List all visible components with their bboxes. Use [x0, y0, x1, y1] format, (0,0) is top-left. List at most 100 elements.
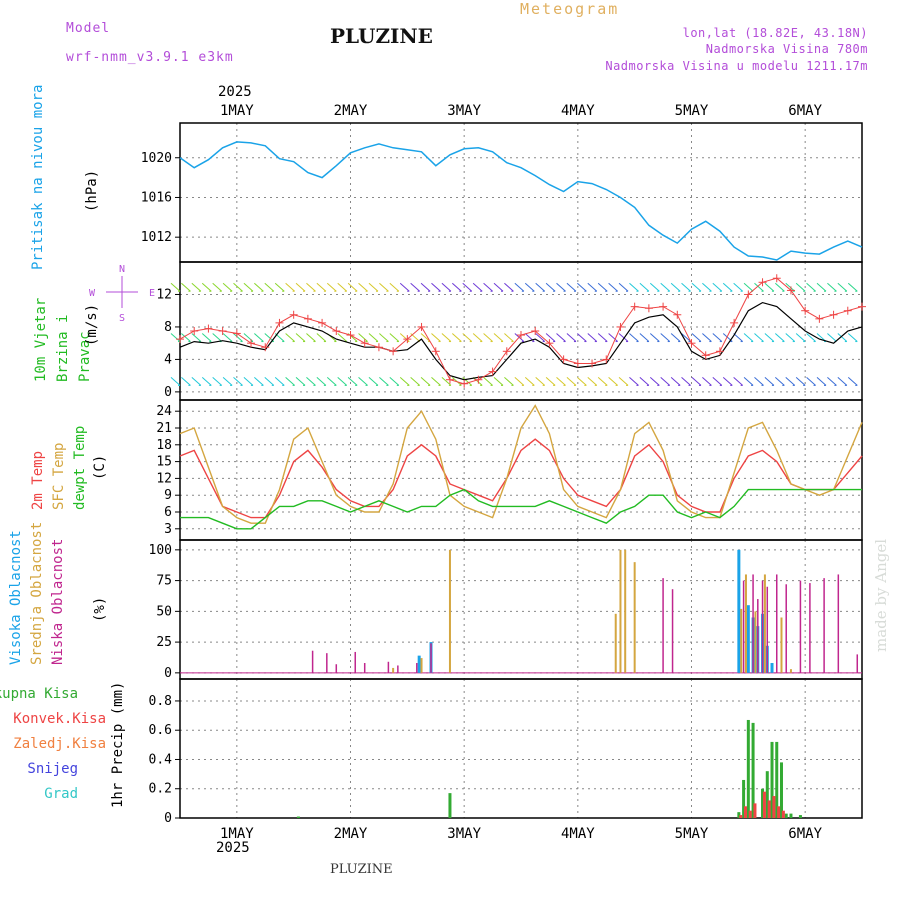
wind-barb: [358, 333, 368, 342]
wind-barb: [493, 333, 504, 342]
wind-barb: [837, 377, 848, 386]
wind-barb: [566, 377, 577, 386]
wind-barb: [285, 282, 295, 292]
precip-bar-0: [742, 779, 746, 818]
wind-barb: [754, 377, 764, 386]
precip-bar-0: [751, 722, 755, 818]
cloud-bar-2: [311, 650, 314, 673]
wind-barb: [733, 377, 743, 386]
wind-barb: [368, 333, 379, 342]
wind-barb: [681, 282, 691, 292]
wind-barb: [389, 282, 400, 292]
wind-barb: [754, 333, 764, 342]
precip-bar-0: [775, 741, 779, 818]
cloud-bar-2: [416, 663, 418, 673]
precip-bar-1: [767, 800, 771, 818]
wind-barb: [764, 377, 775, 386]
wind-barb: [462, 377, 473, 386]
wind-barb: [712, 333, 723, 342]
wind-barb: [691, 333, 702, 342]
wind-barb: [295, 282, 306, 292]
y-tick-label: 0.6: [149, 723, 172, 738]
wind-barb: [483, 282, 493, 292]
compass-label-e: E: [149, 288, 155, 299]
wind-barb: [201, 333, 212, 342]
wind-barb: [389, 333, 400, 342]
wind-barb: [722, 282, 733, 292]
wind-barb: [326, 377, 337, 386]
cloud-bar-1: [740, 608, 743, 673]
wind-barb: [743, 333, 754, 342]
cloud-bar-0: [746, 605, 750, 673]
y-tick-label: 1016: [141, 190, 172, 205]
wind-barb: [441, 333, 452, 342]
precip-bar-1: [739, 815, 743, 818]
wind-barb: [420, 377, 431, 386]
wind-barb: [222, 333, 233, 342]
precip-bar-1: [777, 806, 781, 818]
precip-bar-0: [789, 813, 793, 818]
precip-bar-1: [762, 791, 766, 818]
y-tick-label: 25: [156, 635, 172, 650]
wind-barb: [170, 377, 181, 386]
precip-bar-1: [753, 803, 757, 818]
cloud-bar-1: [633, 562, 636, 673]
wind-barb: [420, 282, 431, 292]
wind-barb: [535, 282, 546, 292]
model-name: wrf-nmm_v3.9.1 e3km: [66, 50, 234, 65]
cloud-bar-0: [737, 549, 741, 673]
wind-barb: [201, 377, 212, 386]
cloud-bar-1: [754, 611, 757, 673]
wind-barb: [754, 282, 764, 292]
wind-barb: [254, 333, 264, 342]
precip-bar-0: [765, 771, 769, 818]
compass-label-n: N: [119, 264, 125, 275]
wind-barb: [722, 377, 733, 386]
wind-barb: [566, 333, 577, 342]
wind-compass: N S W E: [89, 264, 155, 324]
y-tick-label: 18: [156, 438, 172, 453]
panel-frame: [179, 539, 863, 680]
wind-barb: [389, 377, 400, 386]
wind-barb: [597, 333, 608, 342]
y-tick-label: 9: [164, 488, 172, 503]
precip-bar-0: [761, 788, 765, 818]
wind-barb: [816, 377, 827, 386]
precip-legend-conv: Konvek.Kisa: [13, 711, 106, 727]
wind-barb: [587, 282, 598, 292]
y-tick-label: 15: [156, 455, 172, 470]
precip-bar-0: [737, 812, 741, 818]
cloud-bar-2: [799, 580, 802, 673]
wind-barb: [295, 377, 306, 386]
y-tick-label: 0.2: [149, 782, 172, 797]
cloud-bar-1: [624, 549, 627, 673]
wind-barb: [670, 333, 681, 342]
wind-barb: [785, 377, 796, 386]
wind-barb: [233, 282, 243, 292]
wind-barb: [681, 377, 691, 386]
wind-barb: [691, 377, 702, 386]
day-label-bottom: 3MAY: [447, 826, 481, 842]
cloud-bar-2: [809, 583, 811, 673]
wind-barb: [806, 377, 816, 386]
wind-barb: [420, 333, 431, 342]
precip-bar-1: [772, 796, 776, 818]
wind-barb: [733, 333, 743, 342]
wind-barb: [649, 377, 660, 386]
compass-label-w: W: [89, 288, 96, 299]
cloud-bar-2: [761, 580, 764, 673]
y-tick-label: 1020: [141, 151, 172, 166]
cloud-bar-2: [430, 643, 432, 673]
wind-barb: [806, 282, 816, 292]
cloud-bar-2: [335, 664, 338, 673]
wind-barb: [222, 282, 233, 292]
day-label-top: 4MAY: [561, 103, 595, 119]
precip-legend-rain: Ukupna Kisa: [0, 686, 78, 702]
panel-frame: [179, 122, 863, 263]
wind-barb: [504, 282, 514, 292]
wind-barb: [462, 333, 473, 342]
precip-bar-1: [781, 810, 785, 818]
wind-barb: [649, 333, 660, 342]
wind-barb: [379, 333, 389, 342]
wind-barb: [774, 282, 785, 292]
